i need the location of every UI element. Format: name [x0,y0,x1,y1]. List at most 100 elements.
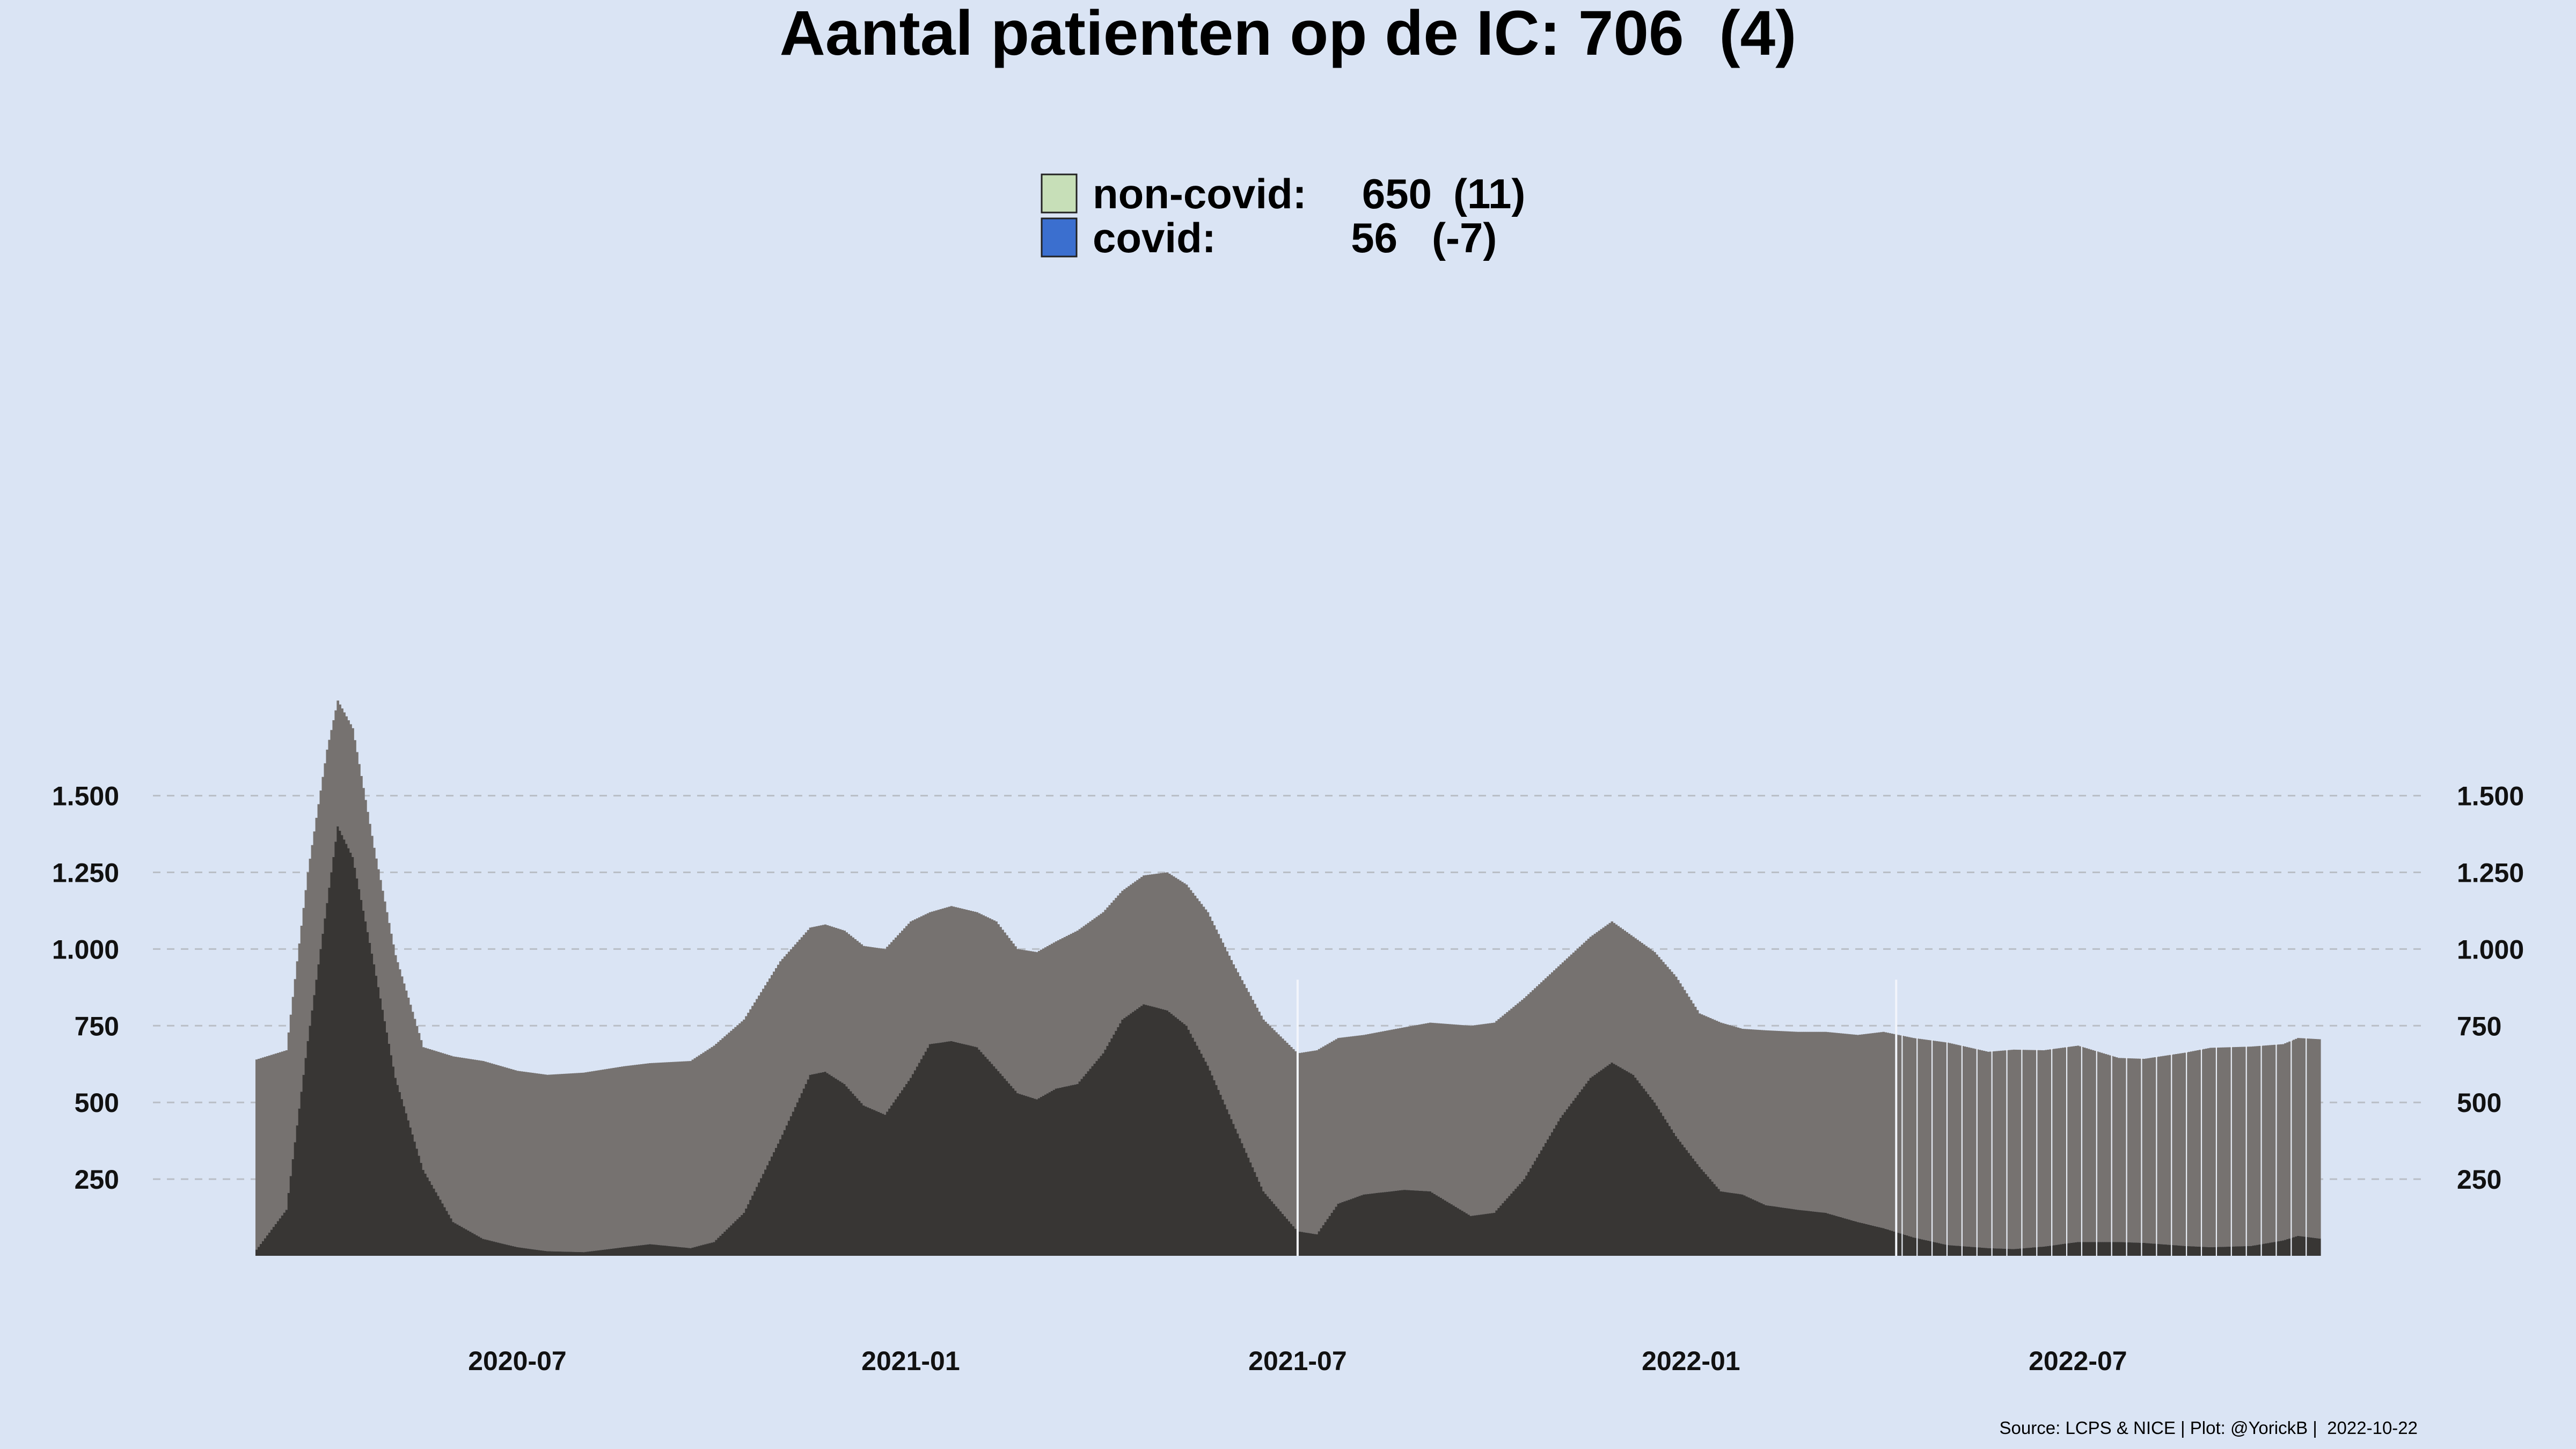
bar-covid [426,1177,429,1256]
bar-non-covid [2211,1048,2214,1247]
bar-covid [334,841,337,1256]
bar-non-covid [882,948,884,1114]
bar-covid [659,1245,662,1256]
bar-non-covid [1685,993,1688,1151]
bar-covid [2113,1242,2116,1256]
bar-non-covid [313,831,316,996]
bar-non-covid [670,1062,673,1247]
bar-covid [1874,1226,1877,1256]
bar-covid [610,1248,613,1256]
bar-covid [809,1074,812,1256]
bar-covid [1236,1133,1239,1256]
bar-non-covid [1901,1036,1904,1234]
bar-non-covid [294,979,297,1143]
bar-covid [1606,1065,1609,1256]
bar-covid [1050,1091,1053,1256]
bar-non-covid [1993,1051,1996,1249]
bar-non-covid [1138,878,1141,1008]
bar-non-covid [1997,1051,2001,1249]
bar-non-covid [1767,1030,1769,1206]
bar-non-covid [2288,1041,2291,1239]
bar-covid [1769,1205,1772,1256]
bar-gap [2081,1045,2083,1256]
x-axis-ticks: 2020-07 2021-01 2021-07 2022-01 2022-07 [468,1346,2127,1376]
bar-covid [1617,1066,1620,1256]
bar-covid [1545,1143,1547,1256]
bar-non-covid [1576,948,1579,1095]
bar-non-covid [574,1073,577,1252]
bar-gap [2230,1046,2232,1256]
bar-covid [1752,1199,1754,1256]
bar-non-covid [1897,1035,1900,1233]
bar-non-covid [819,925,823,1073]
bar-covid [1767,1205,1769,1256]
bar-non-covid [1467,1025,1470,1215]
bar-non-covid [2198,1050,2201,1247]
bar-non-covid [264,1057,267,1239]
bar-non-covid [1961,1046,1964,1247]
bar-covid [1589,1078,1592,1256]
bar-non-covid [1290,1046,1293,1224]
bar-covid [501,1243,504,1256]
bar-non-covid [377,869,380,987]
bar-non-covid [2284,1043,2287,1240]
bar-non-covid [1717,1021,1721,1189]
bar-covid [264,1238,267,1256]
bar-covid [2139,1242,2141,1256]
bar-gap [2171,1053,2172,1256]
bar-non-covid [1063,937,1066,1087]
bar-covid [640,1245,643,1256]
bar-covid [1444,1200,1447,1256]
bar-non-covid [1286,1043,1289,1219]
bar-covid [1519,1184,1521,1256]
bar-covid [1807,1211,1810,1256]
bar-non-covid [2043,1050,2045,1247]
bar-non-covid [478,1060,480,1237]
bar-non-covid [456,1057,459,1225]
bar-non-covid [781,958,784,1135]
bar-covid [298,1108,301,1256]
bar-covid [873,1110,876,1256]
bar-covid [2151,1243,2154,1256]
bar-non-covid [486,1062,489,1240]
bar-covid [1450,1204,1453,1256]
bar-covid [1403,1190,1406,1256]
bar-covid [2226,1247,2229,1256]
bar-covid [1871,1225,1875,1256]
bar-non-covid [2295,1038,2297,1237]
bar-covid [456,1224,459,1256]
bar-covid [877,1111,880,1256]
bar-covid [539,1250,543,1256]
bar-non-covid [501,1066,504,1244]
bar-covid [578,1252,581,1256]
bar-non-covid [1534,988,1536,1161]
bar-covid [1916,1238,1919,1256]
bar-non-covid [1213,925,1216,1080]
bar-non-covid [426,1048,429,1177]
bar-covid [1777,1207,1780,1256]
bar-covid [268,1232,271,1256]
bar-non-covid [1927,1040,1930,1241]
bar-non-covid [1172,876,1175,1016]
bar-covid [1743,1195,1746,1256]
bar-covid [1320,1228,1323,1256]
bar-non-covid [1273,1030,1276,1204]
bar-non-covid [2207,1048,2210,1247]
bar-non-covid [1100,913,1103,1056]
bar-covid [2254,1245,2257,1256]
bar-non-covid [1967,1047,1971,1247]
bar-non-covid [789,949,793,1116]
bar-covid [2186,1246,2189,1256]
bar-non-covid [428,1049,431,1181]
bar-non-covid [334,710,337,842]
bar-covid [2012,1249,2015,1256]
bar-non-covid [330,730,333,873]
bar-covid [1461,1211,1464,1256]
bar-non-covid [1031,951,1034,1098]
bar-non-covid [2008,1050,2011,1249]
bar-covid [2256,1245,2259,1256]
bar-covid [2164,1245,2167,1256]
bar-covid [259,1243,262,1256]
legend-label-covid: covid: [1093,214,1216,261]
bar-non-covid [1506,1012,1509,1199]
